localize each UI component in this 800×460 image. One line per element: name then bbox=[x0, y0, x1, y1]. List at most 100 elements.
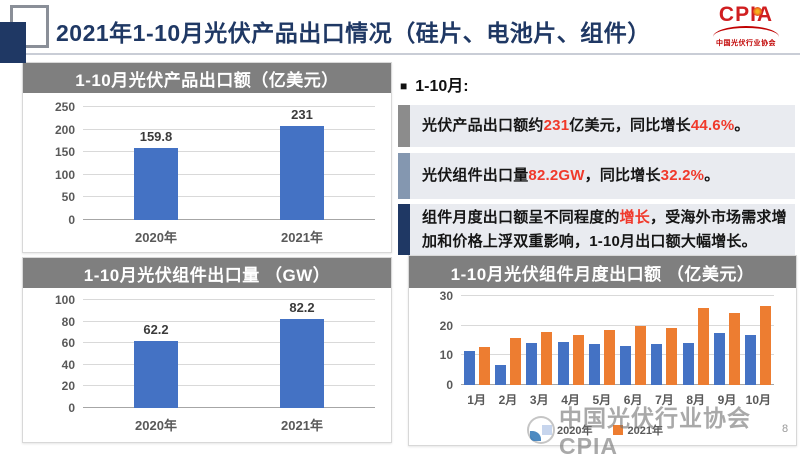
text-segment: 光伏组件出口量 bbox=[422, 167, 529, 184]
x-axis-label: 4月 bbox=[561, 393, 580, 407]
bar bbox=[714, 333, 726, 385]
bar bbox=[588, 344, 600, 385]
legend-label: 2020年 bbox=[557, 425, 593, 437]
insights-block: ■ 1-10月: 光伏产品出口额约231亿美元，同比增长44.6%。光伏组件出口量… bbox=[398, 72, 795, 255]
bar bbox=[620, 346, 632, 385]
x-axis-label: 6月 bbox=[623, 393, 643, 407]
insights-heading-text: 1-10月: bbox=[415, 78, 469, 95]
bar-chart-products: 0 50 100 150 200 250 159.8 231 2020年 2021年 bbox=[55, 100, 375, 245]
x-axis-label: 2020年 bbox=[135, 418, 177, 433]
bar bbox=[463, 350, 475, 385]
plot-area: 0 50 100 150 200 250 159.8 231 bbox=[55, 100, 375, 227]
bar-column: 62.2 bbox=[134, 300, 178, 408]
panel-monthly-export: 1-10月光伏组件月度出口额 （亿美元） 0 10 20 30 1月 2月 3月 4月 5月 6… bbox=[408, 255, 797, 446]
text-segment: 。 bbox=[734, 117, 750, 134]
plot-area: 0 20 40 60 80 100 62.2 82.2 bbox=[55, 293, 375, 415]
insights-heading: ■ 1-10月: bbox=[400, 72, 795, 96]
bar-group bbox=[461, 296, 492, 385]
gridline bbox=[83, 106, 375, 107]
gridline bbox=[461, 324, 774, 326]
y-axis-tick: 100 bbox=[54, 167, 75, 182]
bar bbox=[760, 305, 772, 385]
y-axis-tick: 100 bbox=[54, 293, 75, 307]
gridline bbox=[83, 219, 375, 220]
bar-group bbox=[649, 296, 680, 385]
bar-column: 159.8 bbox=[134, 107, 178, 220]
y-axis-tick: 30 bbox=[439, 289, 453, 303]
x-axis-label: 2020年 bbox=[135, 230, 177, 245]
bar-column: 82.2 bbox=[280, 300, 324, 408]
gridline bbox=[461, 384, 774, 385]
bar-value-label: 159.8 bbox=[139, 128, 173, 144]
logo-subtext: 中国光伏行业协会 bbox=[716, 40, 776, 47]
bar bbox=[729, 312, 741, 385]
bar-column bbox=[714, 296, 726, 385]
bullet-text-content: 组件月度出口额呈不同程度的增长，受海外市场需求增加和价格上浮双重影响，1-10月… bbox=[422, 206, 787, 254]
x-axis-label: 8月 bbox=[686, 393, 706, 407]
bar bbox=[697, 307, 709, 385]
highlighted-value: 82.2GW bbox=[528, 167, 585, 184]
bar bbox=[134, 340, 178, 408]
bullet-accent-bar bbox=[398, 153, 410, 199]
bar-column bbox=[729, 296, 741, 385]
bar-column bbox=[635, 296, 647, 385]
insight-list: 光伏产品出口额约231亿美元，同比增长44.6%。光伏组件出口量82.2GW，同… bbox=[398, 105, 795, 255]
bar bbox=[494, 365, 506, 385]
y-axis-tick: 40 bbox=[61, 357, 75, 372]
insight-bullet: 光伏组件出口量82.2GW，同比增长32.2%。 bbox=[398, 153, 795, 199]
bar bbox=[526, 342, 538, 385]
bar-value-label: 82.2 bbox=[289, 300, 315, 316]
bar-column bbox=[588, 296, 600, 385]
y-axis-tick: 50 bbox=[61, 190, 75, 205]
legend-swatch bbox=[612, 425, 623, 435]
panel-module-volume: 1-10月光伏组件出口量 （GW） 0 20 40 60 80 100 62.2 82.2 2… bbox=[22, 257, 392, 443]
bullet-accent-bar bbox=[398, 204, 410, 255]
x-axis: 1月 2月 3月 4月 5月 6月 7月 8月 9月 10月 bbox=[461, 385, 774, 408]
gridline bbox=[83, 320, 375, 322]
highlighted-value: 32.2% bbox=[660, 167, 705, 184]
bar bbox=[651, 344, 663, 385]
bar-column bbox=[463, 296, 475, 385]
bar-column bbox=[478, 296, 490, 385]
bar-group bbox=[711, 296, 742, 385]
bar-group: 159.8 bbox=[83, 107, 229, 220]
highlighted-value: 增长 bbox=[619, 208, 651, 226]
x-axis-label: 10月 bbox=[745, 393, 771, 407]
chart-title-monthly: 1-10月光伏组件月度出口额 （亿美元） bbox=[409, 256, 796, 288]
bar-group bbox=[524, 296, 555, 385]
bar-value-label: 231 bbox=[291, 107, 313, 122]
bar bbox=[541, 332, 553, 385]
bullet-text: 组件月度出口额呈不同程度的增长，受海外市场需求增加和价格上浮双重影响，1-10月… bbox=[410, 204, 795, 255]
bullet-text: 光伏产品出口额约231亿美元，同比增长44.6%。 bbox=[410, 105, 795, 147]
bar bbox=[280, 319, 324, 408]
x-axis: 2020年 2021年 bbox=[83, 220, 375, 246]
text-segment: ，同比增长 bbox=[584, 167, 661, 184]
x-axis-label: 2021年 bbox=[281, 418, 323, 433]
y-axis-tick: 200 bbox=[54, 122, 75, 137]
x-axis-label: 7月 bbox=[655, 393, 674, 407]
y-axis-tick: 80 bbox=[61, 314, 75, 329]
bar-column bbox=[666, 296, 678, 385]
y-axis-tick: 0 bbox=[446, 378, 453, 392]
bar-group bbox=[680, 296, 711, 385]
bullet-text-content: 光伏组件出口量82.2GW，同比增长32.2%。 bbox=[422, 164, 719, 188]
slide: 2021年1-10月光伏产品出口情况（硅片、电池片、组件） CPIA 中国光伏行… bbox=[0, 3, 800, 459]
bullet-text: 光伏组件出口量82.2GW，同比增长32.2%。 bbox=[410, 153, 795, 199]
x-axis-label: 5月 bbox=[592, 393, 612, 407]
bar-column bbox=[745, 296, 757, 385]
chart-title-products: 1-10月光伏产品出口额（亿美元） bbox=[23, 63, 391, 93]
y-axis-tick: 60 bbox=[61, 336, 75, 351]
insight-bullet: 光伏产品出口额约231亿美元，同比增长44.6%。 bbox=[398, 105, 795, 147]
bar bbox=[666, 328, 678, 385]
bar bbox=[745, 334, 757, 385]
bar bbox=[509, 337, 521, 385]
chart-legend: 2020年 2021年 bbox=[409, 422, 796, 438]
legend-label: 2021年 bbox=[627, 425, 663, 437]
bar bbox=[280, 126, 324, 220]
bar bbox=[478, 347, 490, 385]
gridline bbox=[83, 128, 375, 130]
gridline bbox=[461, 354, 774, 356]
bar-column: 231 bbox=[280, 107, 324, 220]
x-axis-label: 3月 bbox=[529, 393, 549, 407]
x-axis-label: 2月 bbox=[498, 393, 518, 407]
